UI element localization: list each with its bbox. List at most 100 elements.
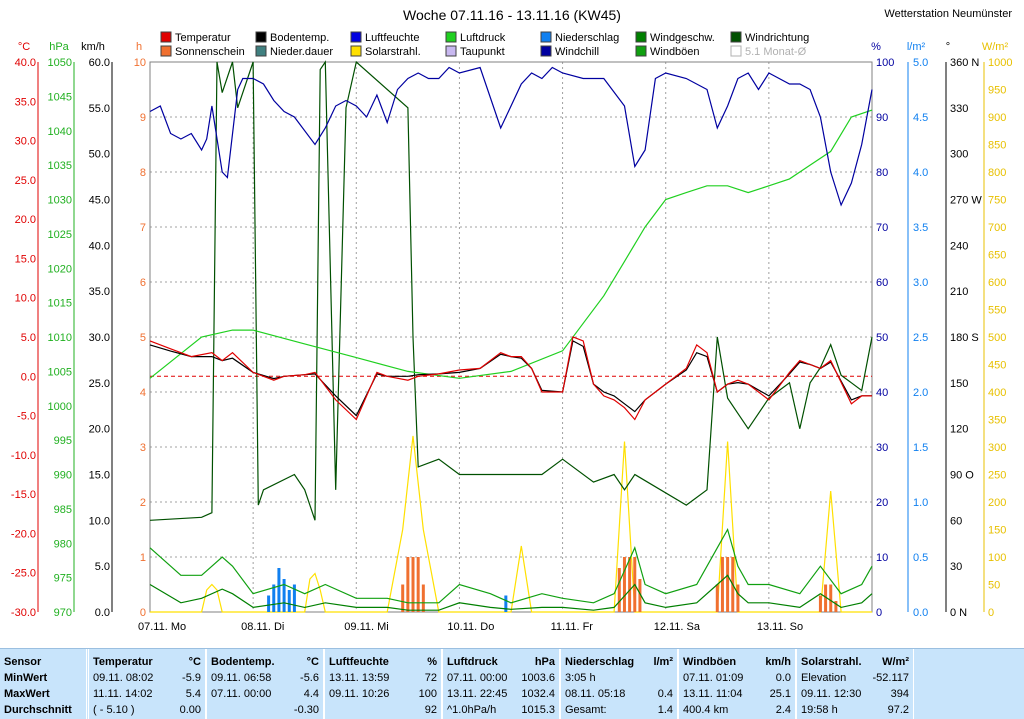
sonnenschein-bar bbox=[416, 557, 420, 612]
temp-axis-tick: 35.0 bbox=[15, 96, 36, 108]
stats-col-5: Niederschlag l/m² 3:05 h 08.11. 05:18 0.4 Ges… bbox=[560, 649, 678, 719]
stats-cell-label: Luftdruck bbox=[447, 656, 498, 668]
sonnenschein-bar bbox=[736, 584, 740, 612]
legend-swatch bbox=[160, 31, 172, 43]
stats-cell-value: 1.4 bbox=[657, 704, 673, 716]
legend-label: Niederschlag bbox=[555, 32, 619, 44]
niederschlag-bar bbox=[504, 595, 508, 612]
hours-axis-tick: 5 bbox=[140, 332, 146, 344]
sonnenschein-bar bbox=[421, 584, 425, 612]
stats-cell-value: 0.4 bbox=[657, 688, 673, 700]
day-label: 10.11. Do bbox=[447, 621, 494, 633]
humidity-axis-unit: % bbox=[871, 41, 881, 53]
solar-axis-tick: 800 bbox=[988, 167, 1006, 179]
stats-cell-value: 5.4 bbox=[185, 688, 201, 700]
temp-axis-tick: -10.0 bbox=[11, 450, 36, 462]
solar-axis-tick: 750 bbox=[988, 195, 1006, 207]
stats-cell-value: 100 bbox=[418, 688, 437, 700]
temp-axis-tick: 10.0 bbox=[15, 293, 36, 305]
stats-label-sensor: Sensor bbox=[4, 656, 42, 668]
solar-axis-tick: 400 bbox=[988, 387, 1006, 399]
wind-axis-tick: 15.0 bbox=[89, 470, 110, 482]
stats-cell-label: Bodentemp. bbox=[211, 656, 275, 668]
hours-axis-tick: 7 bbox=[140, 222, 146, 234]
series-luftfeuchte bbox=[149, 66, 873, 207]
temp-axis-tick: -15.0 bbox=[11, 489, 36, 501]
stats-label-max: MaxWert bbox=[4, 688, 50, 700]
stats-cell-label: 13.11. 13:59 bbox=[329, 672, 390, 684]
dir-axis-tick: 120 bbox=[950, 424, 968, 436]
dir-axis-tick: 240 bbox=[950, 240, 968, 252]
stats-cell-label: 11.11. 14:02 bbox=[93, 688, 153, 700]
stats-cell-value: 25.1 bbox=[769, 688, 791, 700]
legend-swatch bbox=[730, 45, 742, 57]
stats-rowlabels: Sensor MinWert MaxWert Durchschnitt bbox=[0, 649, 87, 719]
sonnenschein-bar bbox=[401, 584, 405, 612]
humidity-axis-tick: 10 bbox=[876, 552, 888, 564]
day-label: 09.11. Mi bbox=[344, 621, 388, 633]
solar-axis-tick: 50 bbox=[988, 580, 1000, 592]
hours-axis-tick: 8 bbox=[140, 167, 146, 179]
humidity-axis-tick: 20 bbox=[876, 497, 888, 509]
rain-axis-tick: 0.0 bbox=[913, 607, 928, 619]
stats-col-7: Solarstrahl. W/m² Elevation -52.117 09.11. 1… bbox=[796, 649, 914, 719]
legend-label: Taupunkt bbox=[460, 46, 505, 58]
stats-cell-label: 09.11. 12:30 bbox=[801, 688, 862, 700]
sonnenschein-bar bbox=[622, 557, 626, 612]
wind-axis-tick: 0.0 bbox=[95, 607, 110, 619]
stats-cell-value: 394 bbox=[890, 688, 909, 700]
legend-label: Bodentemp. bbox=[270, 32, 329, 44]
press-axis-unit: hPa bbox=[49, 41, 69, 53]
press-axis-tick: 985 bbox=[54, 504, 72, 516]
legend-swatch bbox=[540, 31, 552, 43]
day-label: 11.11. Fr bbox=[551, 621, 594, 633]
humidity-axis-tick: 0 bbox=[876, 607, 882, 619]
temp-axis-tick: 0.0 bbox=[21, 371, 36, 383]
sonnenschein-bar bbox=[720, 557, 724, 612]
wind-axis-tick: 55.0 bbox=[89, 103, 110, 115]
dir-axis-tick: 90 O bbox=[950, 470, 974, 482]
stats-cell-label: 13.11. 22:45 bbox=[447, 688, 508, 700]
hours-axis-tick: 10 bbox=[134, 57, 146, 69]
press-axis-tick: 1050 bbox=[48, 57, 72, 69]
solar-axis-tick: 900 bbox=[988, 112, 1006, 124]
legend-label: Windböen bbox=[650, 46, 700, 58]
stats-cell-value: °C bbox=[188, 656, 201, 668]
legend-label: Luftfeuchte bbox=[365, 32, 419, 44]
stats-cell-value: -5.9 bbox=[182, 672, 201, 684]
press-axis-tick: 1000 bbox=[48, 401, 72, 413]
stats-col-2: Bodentemp. °C 09.11. 06:58 -5.6 07.11. 00:00… bbox=[206, 649, 324, 719]
wind-axis-tick: 30.0 bbox=[89, 332, 110, 344]
legend-label: Sonnenschein bbox=[175, 46, 245, 58]
series-solarstrahl- bbox=[150, 435, 872, 613]
stats-cell-label: Gesamt: bbox=[565, 704, 607, 716]
humidity-axis-tick: 70 bbox=[876, 222, 888, 234]
temp-axis-tick: 40.0 bbox=[15, 57, 36, 69]
niederschlag-bar bbox=[292, 584, 296, 612]
solar-axis-tick: 150 bbox=[988, 525, 1006, 537]
temp-axis-tick: 30.0 bbox=[15, 136, 36, 148]
hours-axis-tick: 9 bbox=[140, 112, 146, 124]
stats-cell-value: 97.2 bbox=[887, 704, 909, 716]
temp-axis-tick: -30.0 bbox=[11, 607, 36, 619]
sonnenschein-bar bbox=[829, 584, 833, 612]
legend-swatch bbox=[160, 45, 172, 57]
solar-axis-tick: 450 bbox=[988, 360, 1006, 372]
stats-cell-value: 1032.4 bbox=[521, 688, 555, 700]
stats-cell-label: Luftfeuchte bbox=[329, 656, 389, 668]
solar-axis-tick: 950 bbox=[988, 85, 1006, 97]
legend-swatch bbox=[635, 45, 647, 57]
temp-axis-tick: -20.0 bbox=[11, 528, 36, 540]
stats-cell-value: 1015.3 bbox=[521, 704, 555, 716]
dir-axis-tick: 330 bbox=[950, 103, 968, 115]
rain-axis-tick: 0.5 bbox=[913, 552, 928, 564]
hours-axis-tick: 3 bbox=[140, 442, 146, 454]
series-group bbox=[149, 60, 873, 613]
humidity-axis-tick: 60 bbox=[876, 277, 888, 289]
press-axis-tick: 1015 bbox=[48, 298, 72, 310]
legend-label: Temperatur bbox=[175, 32, 231, 44]
press-axis-tick: 1030 bbox=[48, 195, 72, 207]
niederschlag-bar bbox=[277, 568, 281, 612]
stats-cell-value: km/h bbox=[765, 656, 791, 668]
series-temperatur bbox=[149, 336, 872, 421]
